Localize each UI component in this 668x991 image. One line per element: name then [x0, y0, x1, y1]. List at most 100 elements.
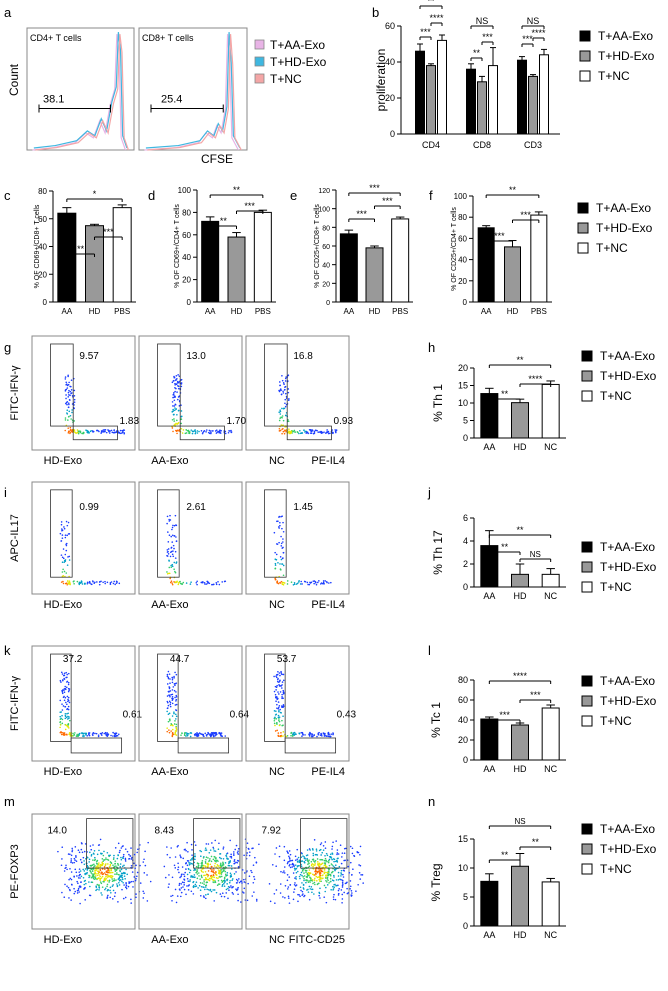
event-dot — [105, 877, 108, 880]
event-dot — [296, 858, 299, 860]
event-dot — [209, 849, 212, 851]
event-dot — [207, 874, 210, 876]
event-dot — [191, 858, 193, 861]
event-dot — [281, 706, 283, 709]
event-dot — [230, 853, 232, 856]
event-dot — [288, 855, 290, 858]
event-dot — [102, 872, 104, 875]
x-tick-label: NC — [544, 591, 557, 601]
event-dot — [201, 868, 204, 870]
event-dot — [280, 734, 282, 737]
event-dot — [64, 417, 67, 419]
event-dot — [217, 879, 220, 882]
significance-label: *** — [103, 227, 114, 237]
event-dot — [351, 847, 354, 850]
event-dot — [172, 555, 175, 558]
event-dot — [171, 678, 174, 681]
event-dot — [110, 429, 113, 432]
event-dot — [101, 864, 104, 866]
event-dot — [313, 734, 316, 736]
event-dot — [279, 409, 281, 411]
event-dot — [284, 388, 286, 391]
event-dot — [63, 570, 66, 573]
event-dot — [96, 883, 99, 886]
event-dot — [308, 865, 311, 868]
event-dot — [115, 865, 117, 867]
event-dot — [341, 902, 343, 904]
event-dot — [279, 413, 282, 415]
significance-label: ** — [509, 185, 517, 195]
event-dot — [314, 581, 317, 583]
event-dot — [284, 897, 286, 899]
event-dot — [329, 856, 332, 859]
legend-label: T+HD-Exo — [600, 560, 657, 574]
event-dot — [64, 714, 67, 717]
event-dot — [283, 581, 285, 584]
y-tick-label: 80 — [322, 225, 330, 232]
event-dot — [213, 732, 216, 735]
event-dot — [213, 869, 215, 871]
event-dot — [175, 728, 178, 731]
event-dot — [204, 583, 206, 585]
event-dot — [279, 389, 282, 391]
event-dot — [276, 703, 278, 706]
event-dot — [120, 858, 123, 861]
event-dot — [114, 583, 116, 586]
event-dot — [279, 708, 281, 711]
event-dot — [204, 732, 207, 735]
event-dot — [285, 735, 288, 738]
event-dot — [61, 529, 64, 531]
event-dot — [205, 429, 208, 431]
event-dot — [168, 560, 170, 562]
event-dot — [59, 679, 62, 682]
event-dot — [332, 898, 335, 901]
legend-swatch — [254, 73, 265, 84]
event-dot — [326, 860, 328, 863]
y-tick-label: 60 — [322, 244, 330, 251]
bar-HD — [511, 865, 529, 927]
x-tick-label: AA — [481, 307, 492, 316]
event-dot — [194, 853, 196, 855]
event-dot — [277, 706, 280, 709]
event-dot — [289, 858, 291, 860]
event-dot — [67, 696, 70, 699]
event-dot — [298, 432, 300, 435]
event-dot — [175, 700, 177, 702]
event-dot — [171, 894, 174, 897]
event-dot — [278, 390, 281, 393]
event-dot — [253, 878, 256, 881]
event-dot — [166, 572, 169, 575]
event-dot — [229, 430, 231, 432]
event-dot — [319, 878, 322, 880]
event-dot — [189, 863, 191, 865]
event-dot — [170, 535, 173, 538]
event-dot — [63, 672, 66, 675]
event-dot — [75, 871, 78, 874]
event-dot — [183, 884, 185, 886]
event-dot — [189, 735, 192, 738]
event-dot — [223, 877, 226, 880]
event-dot — [174, 384, 176, 386]
y-tick-label: 0 — [463, 433, 468, 443]
event-dot — [100, 430, 103, 432]
event-dot — [88, 858, 91, 861]
event-dot — [325, 886, 327, 889]
event-dot — [301, 890, 304, 893]
event-dot — [175, 536, 177, 538]
significance-label: *** — [482, 32, 493, 42]
event-dot — [281, 557, 284, 560]
event-dot — [296, 860, 299, 863]
event-dot — [276, 721, 278, 724]
y-tick-label: 4 — [463, 536, 468, 546]
event-dot — [68, 581, 70, 584]
event-dot — [291, 866, 294, 868]
event-dot — [226, 878, 229, 881]
event-dot — [98, 886, 100, 889]
event-dot — [215, 874, 218, 876]
significance-label: NS — [476, 16, 489, 26]
event-dot — [221, 883, 224, 886]
event-dot — [314, 870, 317, 873]
event-dot — [334, 898, 337, 901]
event-dot — [63, 677, 65, 680]
